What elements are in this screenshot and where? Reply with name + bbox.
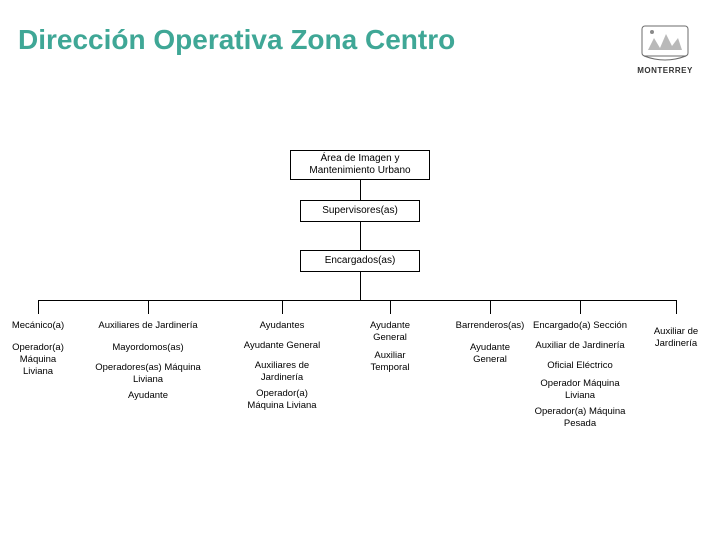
org-leaf: Barrenderos(as) (456, 320, 525, 332)
org-leaf: Mecánico(a) (12, 320, 64, 332)
org-leaf: Auxiliares de Jardinería (98, 320, 197, 332)
org-leaf: Mayordomos(as) (112, 342, 183, 354)
page-title: Dirección Operativa Zona Centro (18, 24, 455, 56)
org-leaf: Ayudante General (244, 340, 320, 352)
org-box-encargados: Encargados(as) (300, 250, 420, 272)
logo-label: MONTERREY (630, 66, 700, 75)
connector-drop (676, 300, 677, 314)
connector-drop (38, 300, 39, 314)
connector (360, 272, 361, 300)
org-leaf: Auxiliares deJardinería (255, 360, 309, 384)
org-leaf: AyudanteGeneral (370, 320, 410, 344)
org-leaf: Auxiliar de Jardinería (535, 340, 624, 352)
org-leaf: Auxiliar deJardinería (654, 326, 698, 350)
org-leaf: Operador(a)MáquinaLiviana (12, 342, 64, 378)
org-leaf: Operador(a) MáquinaPesada (535, 406, 626, 430)
org-leaf: Operador(a)Máquina Liviana (247, 388, 316, 412)
connector-drop (490, 300, 491, 314)
connector-drop (282, 300, 283, 314)
org-leaf: AuxiliarTemporal (370, 350, 409, 374)
org-leaf: Encargado(a) Sección (533, 320, 627, 332)
org-leaf: AyudanteGeneral (470, 342, 510, 366)
org-leaf: Operador MáquinaLiviana (540, 378, 619, 402)
org-leaf: Oficial Eléctrico (547, 360, 612, 372)
crest-icon (638, 20, 692, 64)
connector (360, 222, 361, 250)
logo: MONTERREY (630, 20, 700, 75)
org-leaf: Ayudantes (260, 320, 305, 332)
connector-drop (390, 300, 391, 314)
connector (360, 180, 361, 200)
org-box-supervisores: Supervisores(as) (300, 200, 420, 222)
org-leaf: Operadores(as) MáquinaLiviana (95, 362, 201, 386)
org-leaf: Ayudante (128, 390, 168, 402)
connector-drop (148, 300, 149, 314)
connector-drop (580, 300, 581, 314)
org-box-area: Área de Imagen yMantenimiento Urbano (290, 150, 430, 180)
